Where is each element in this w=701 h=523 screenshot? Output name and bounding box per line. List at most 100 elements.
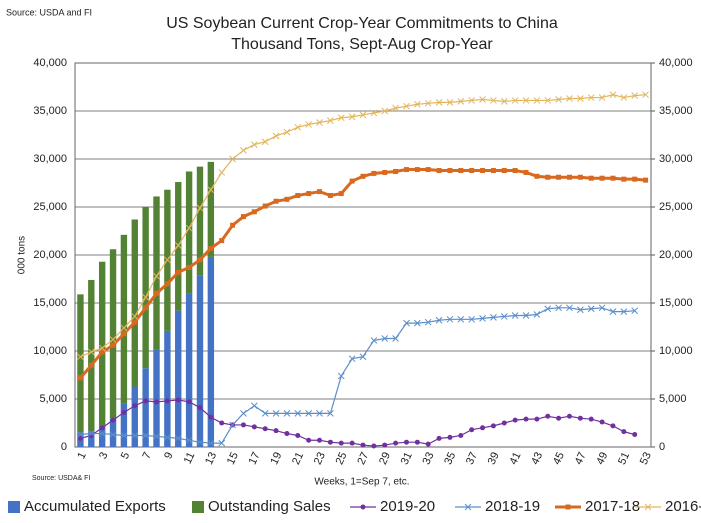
bar bbox=[207, 161, 215, 257]
marker bbox=[480, 425, 486, 431]
marker bbox=[446, 315, 454, 323]
marker bbox=[273, 428, 279, 434]
legend-swatch bbox=[192, 501, 204, 513]
marker bbox=[283, 410, 291, 417]
marker bbox=[544, 97, 552, 104]
x-tick-label: 23 bbox=[312, 450, 328, 466]
marker bbox=[110, 342, 116, 348]
marker bbox=[131, 432, 139, 439]
marker bbox=[414, 439, 420, 445]
chart-title: US Soybean Current Crop-Year Commitments… bbox=[166, 15, 558, 32]
marker bbox=[500, 313, 508, 320]
marker bbox=[620, 94, 628, 101]
marker bbox=[609, 308, 617, 315]
marker bbox=[610, 175, 616, 181]
x-tick-label: 7 bbox=[141, 450, 154, 461]
marker bbox=[490, 168, 496, 174]
marker bbox=[327, 192, 333, 198]
marker bbox=[533, 97, 541, 104]
y2-tick-label: 35,000 bbox=[659, 105, 693, 117]
bar bbox=[196, 275, 204, 447]
y-tick-label: 10,000 bbox=[33, 345, 67, 357]
marker bbox=[250, 141, 258, 148]
marker bbox=[370, 337, 378, 344]
bar bbox=[175, 310, 182, 447]
marker bbox=[392, 104, 399, 112]
marker bbox=[490, 423, 496, 429]
marker bbox=[555, 96, 562, 103]
bar bbox=[88, 431, 95, 447]
marker bbox=[337, 372, 345, 380]
bar bbox=[131, 386, 138, 447]
marker bbox=[359, 111, 367, 119]
marker bbox=[480, 168, 486, 174]
marker bbox=[77, 435, 83, 441]
marker bbox=[556, 174, 562, 180]
marker bbox=[403, 439, 409, 445]
marker bbox=[500, 98, 508, 105]
x-tick-label: 47 bbox=[573, 450, 589, 466]
marker bbox=[523, 416, 529, 422]
marker bbox=[272, 132, 280, 140]
marker bbox=[208, 245, 214, 251]
marker bbox=[403, 102, 410, 110]
marker bbox=[273, 198, 279, 204]
marker bbox=[621, 176, 627, 182]
x-tick-label: 13 bbox=[203, 450, 219, 466]
marker bbox=[544, 305, 552, 313]
marker bbox=[98, 430, 106, 437]
marker bbox=[523, 169, 529, 175]
marker bbox=[251, 209, 257, 215]
marker bbox=[219, 420, 225, 426]
x-tick-label: 35 bbox=[442, 450, 458, 466]
x-axis-label: Weeks, 1=Sep 7, etc. bbox=[314, 477, 409, 488]
marker bbox=[609, 91, 617, 99]
marker bbox=[251, 424, 257, 430]
marker bbox=[316, 119, 323, 126]
legend-label: Outstanding Sales bbox=[208, 498, 331, 515]
line bbox=[80, 399, 635, 447]
marker bbox=[262, 203, 268, 209]
marker bbox=[142, 432, 149, 439]
marker bbox=[197, 405, 203, 411]
marker bbox=[327, 117, 334, 124]
y-tick-label: 35,000 bbox=[33, 105, 67, 117]
marker bbox=[316, 410, 323, 417]
marker bbox=[143, 305, 149, 311]
y2-tick-label: 15,000 bbox=[659, 297, 693, 309]
x-tick-label: 45 bbox=[551, 450, 567, 466]
marker bbox=[164, 434, 171, 441]
bar bbox=[185, 171, 193, 294]
marker bbox=[381, 335, 389, 342]
marker bbox=[121, 409, 127, 415]
marker bbox=[337, 114, 345, 122]
marker bbox=[295, 432, 301, 438]
y-tick-label: 20,000 bbox=[33, 249, 67, 261]
bar bbox=[109, 418, 117, 447]
marker bbox=[153, 272, 160, 280]
x-tick-label: 1 bbox=[75, 450, 88, 461]
y2-tick-label: 5,000 bbox=[659, 393, 687, 405]
marker bbox=[174, 435, 182, 442]
x-tick-label: 21 bbox=[290, 450, 306, 466]
marker bbox=[566, 413, 572, 419]
bar bbox=[164, 330, 171, 447]
x-tick-label: 41 bbox=[507, 450, 523, 466]
marker bbox=[393, 440, 399, 446]
marker bbox=[631, 307, 639, 315]
marker bbox=[143, 398, 149, 404]
legend-marker bbox=[565, 504, 571, 510]
marker bbox=[121, 331, 127, 337]
bar bbox=[142, 207, 149, 369]
marker bbox=[261, 138, 269, 146]
marker bbox=[317, 189, 323, 195]
marker bbox=[522, 97, 530, 104]
marker bbox=[219, 238, 225, 244]
legend-swatch bbox=[8, 501, 20, 513]
bar bbox=[153, 196, 160, 350]
source: Source: USDA and FI bbox=[6, 7, 92, 17]
x-tick-label: 19 bbox=[268, 450, 284, 466]
x-tick-label: 49 bbox=[594, 450, 610, 466]
marker bbox=[240, 214, 246, 220]
x-tick-label: 33 bbox=[421, 450, 437, 466]
